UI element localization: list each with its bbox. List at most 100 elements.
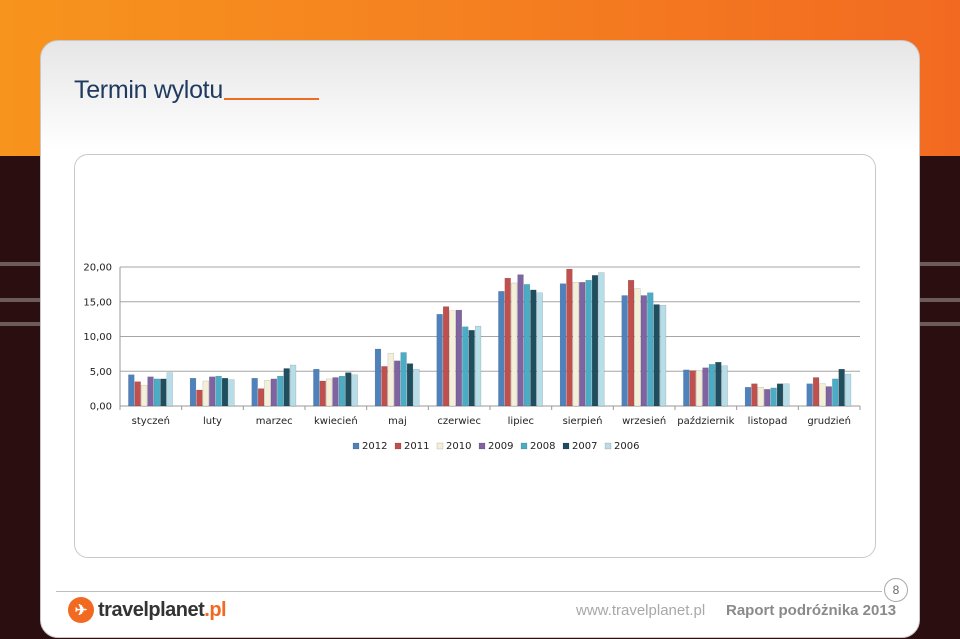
bar-2008-0	[153, 378, 161, 407]
bar-2009-11	[825, 386, 832, 407]
bar-2010-3	[326, 378, 333, 407]
bar-2011-3	[319, 380, 326, 407]
bar-2009-8	[640, 295, 647, 407]
logo-name: travelplanet	[98, 598, 205, 621]
bar-2006-4	[413, 368, 420, 407]
bar-2008-11	[832, 378, 839, 407]
bar-2010-5	[449, 310, 456, 407]
legend-label-2009: 2009	[488, 441, 513, 452]
bar-2009-1	[209, 376, 216, 407]
bar-2012-1	[189, 377, 197, 407]
x-tick-label: kwiecień	[314, 415, 358, 427]
bar-2006-2	[289, 364, 297, 407]
bar-2010-1	[202, 380, 209, 407]
y-tick-label: 20,00	[83, 263, 112, 274]
footer-divider	[56, 591, 882, 592]
bar-2007-7	[591, 275, 599, 407]
x-tick-label: czerwiec	[437, 416, 481, 427]
travelplanet-logo: ✈ travelplanet.pl	[68, 597, 227, 623]
bar-2010-11	[819, 383, 826, 407]
x-tick-label: październik	[677, 415, 734, 427]
bar-2007-1	[221, 377, 229, 407]
bar-2011-5	[442, 306, 450, 407]
x-tick-label: listopad	[748, 416, 788, 427]
bar-2007-2	[283, 368, 290, 407]
legend-swatch-2012	[352, 442, 360, 450]
bar-2010-0	[141, 384, 148, 407]
bar-2012-3	[313, 368, 320, 407]
bar-2011-8	[627, 280, 635, 407]
bar-2008-4	[400, 352, 407, 407]
legend-label-2010: 2010	[446, 441, 471, 452]
bar-2006-9	[721, 365, 728, 407]
bar-2012-8	[621, 295, 628, 407]
y-tick-label: 15,00	[83, 297, 112, 308]
bar-2007-4	[406, 363, 414, 407]
bar-2008-7	[585, 280, 592, 407]
bar-2007-0	[160, 378, 167, 407]
legend-swatch-2011	[394, 442, 402, 450]
bar-2010-10	[757, 387, 764, 407]
bar-2012-10	[744, 387, 752, 407]
x-tick-label: styczeń	[132, 415, 170, 427]
bar-2012-5	[436, 314, 443, 407]
bar-2010-6	[511, 282, 518, 407]
bar-2009-10	[764, 389, 771, 407]
legend-label-2008: 2008	[530, 441, 555, 452]
bar-2007-6	[530, 289, 537, 407]
bar-2006-11	[844, 373, 852, 407]
bar-2009-4	[394, 360, 401, 407]
bar-2009-9	[702, 367, 709, 407]
website-url: www.travelplanet.pl	[576, 602, 706, 619]
bar-2009-6	[517, 274, 524, 407]
bar-2006-3	[351, 374, 358, 407]
legend-swatch-2009	[478, 442, 486, 450]
bar-2009-2	[270, 378, 277, 407]
y-tick-label: 10,00	[83, 332, 112, 343]
bar-2006-1	[228, 379, 235, 407]
bar-2010-4	[387, 352, 394, 407]
logo-wordmark: travelplanet.pl	[98, 598, 227, 622]
legend-label-2011: 2011	[404, 441, 429, 452]
x-tick-label: grudzień	[807, 415, 851, 427]
x-tick-label: marzec	[256, 416, 293, 427]
bar-2008-10	[770, 387, 777, 407]
x-tick-label: luty	[203, 416, 222, 427]
bar-2011-9	[689, 370, 696, 407]
bar-2008-5	[462, 326, 469, 407]
legend-swatch-2010	[436, 442, 444, 450]
bar-2012-9	[683, 369, 690, 407]
bar-2007-10	[776, 383, 784, 407]
title-underline	[224, 98, 319, 100]
bar-2012-7	[559, 283, 567, 407]
bar-2011-4	[381, 366, 388, 407]
x-tick-label: sierpień	[563, 415, 603, 427]
bar-2008-2	[277, 375, 284, 407]
bar-2011-6	[504, 277, 511, 407]
legend-label-2012: 2012	[362, 441, 387, 452]
bar-2012-0	[128, 374, 135, 407]
page-number-badge: 8	[884, 578, 908, 602]
bar-2011-10	[751, 383, 758, 407]
bar-2012-11	[806, 383, 813, 407]
bar-2011-2	[257, 388, 265, 407]
bar-2011-11	[812, 377, 820, 407]
bar-2009-3	[332, 377, 339, 407]
bar-2008-1	[215, 375, 222, 407]
logo-plane-icon: ✈	[68, 597, 94, 623]
legend-label-2006: 2006	[614, 441, 639, 452]
bar-2008-3	[338, 375, 346, 407]
bar-2010-9	[696, 370, 703, 407]
legend-swatch-2008	[520, 442, 528, 450]
bar-2007-5	[468, 330, 475, 407]
bar-2009-0	[147, 376, 154, 407]
bar-2007-8	[653, 304, 660, 407]
logo-domain: .pl	[204, 598, 227, 621]
bar-2009-5	[455, 309, 462, 407]
bar-2010-2	[264, 380, 271, 407]
bar-2008-6	[523, 284, 531, 407]
bar-2011-1	[196, 389, 203, 407]
bar-2010-8	[634, 288, 641, 407]
bar-2006-5	[474, 325, 482, 407]
y-tick-label: 0,00	[90, 402, 112, 413]
